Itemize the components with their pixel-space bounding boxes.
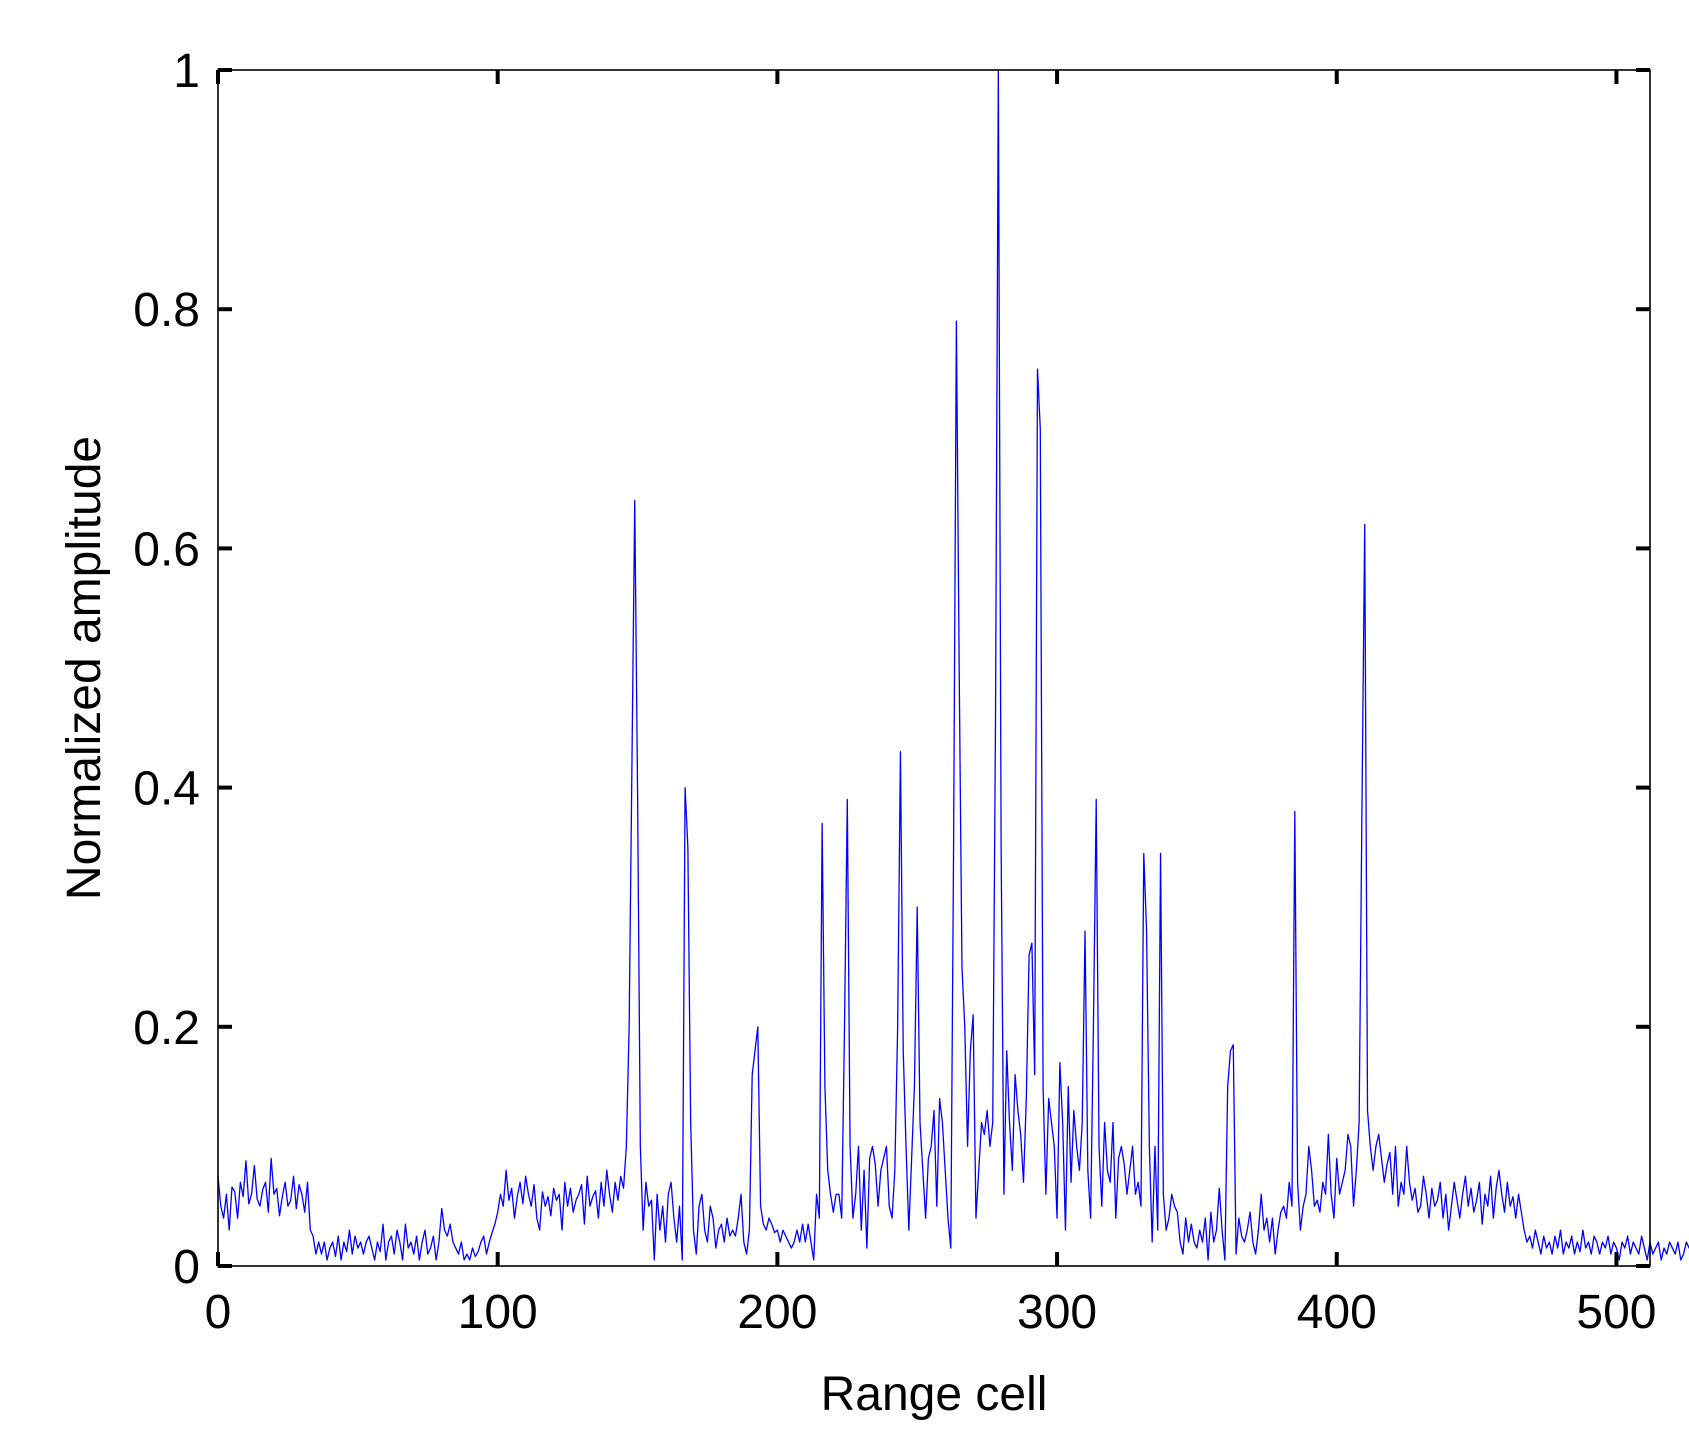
- y-tick-label: 0: [173, 1241, 200, 1294]
- x-tick-label: 100: [458, 1286, 538, 1339]
- x-tick-label: 0: [205, 1286, 232, 1339]
- x-tick-label: 300: [1017, 1286, 1097, 1339]
- series-line-0: [217, 69, 1689, 1261]
- y-tick-label: 0.4: [133, 763, 200, 816]
- y-tick-label: 0.6: [133, 523, 200, 576]
- x-tick-label: 200: [737, 1286, 817, 1339]
- y-axis-tick-labels: 0 0.2 0.4 0.6 0.8 1: [133, 45, 200, 1294]
- y-tick-label: 1: [173, 45, 200, 98]
- x-axis-tick-labels: 0 100 200 300 400 500: [205, 1286, 1657, 1339]
- y-tick-label: 0.8: [133, 284, 200, 337]
- x-tick-label: 500: [1576, 1286, 1656, 1339]
- y-axis-label: Normalized amplitude: [58, 436, 111, 900]
- x-tick-label: 400: [1297, 1286, 1377, 1339]
- y-tick-label: 0.2: [133, 1002, 200, 1055]
- axes-box: [217, 69, 1651, 1267]
- x-axis-label: Range cell: [821, 1368, 1048, 1421]
- plot-area: [217, 69, 1689, 1261]
